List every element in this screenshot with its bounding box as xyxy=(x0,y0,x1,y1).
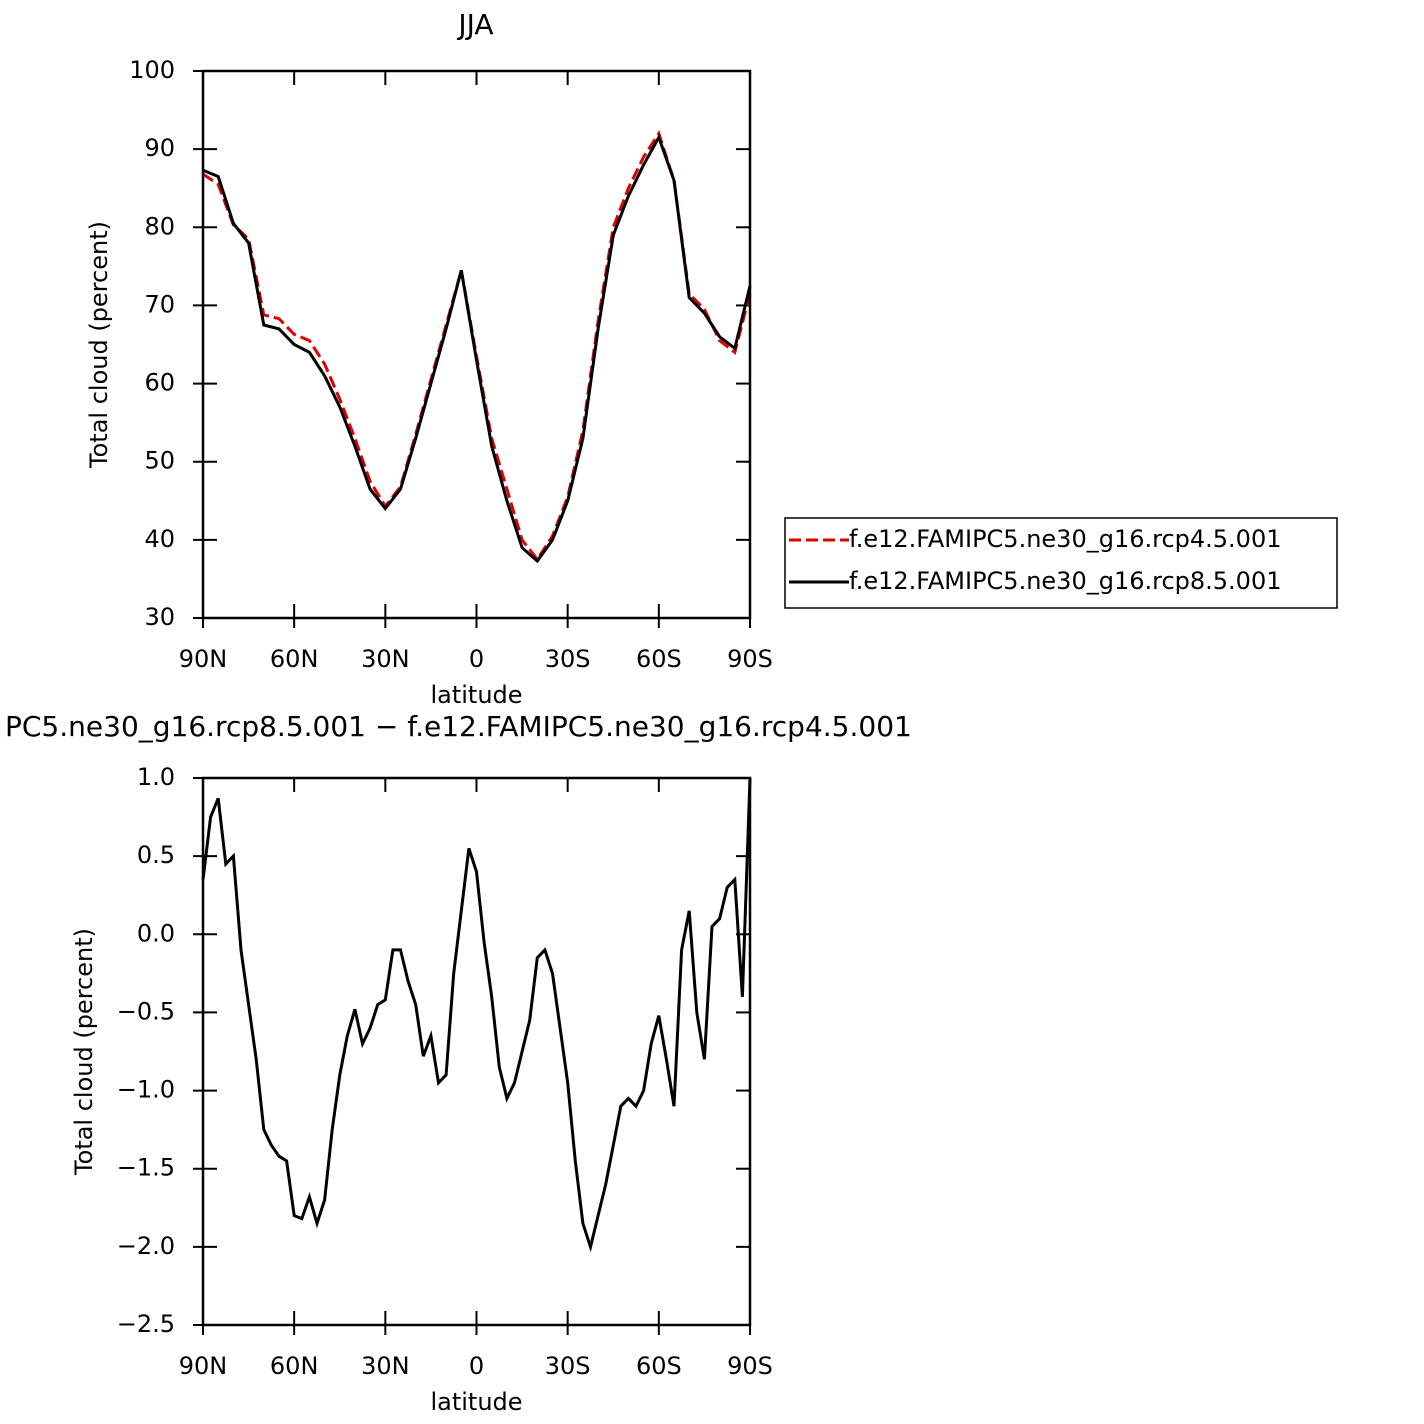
x-tick-label: 90S xyxy=(727,1352,773,1380)
y-tick-label: 50 xyxy=(144,447,175,475)
y-axis-label: Total cloud (percent) xyxy=(70,928,98,1176)
y-tick-label: −1.0 xyxy=(117,1076,175,1104)
x-tick-label: 30S xyxy=(545,645,591,673)
chart-title: JJA xyxy=(456,8,493,41)
y-tick-label: 0.5 xyxy=(137,841,175,869)
y-tick-label: 90 xyxy=(144,134,175,162)
y-axis-label: Total cloud (percent) xyxy=(85,221,113,469)
x-tick-label: 30S xyxy=(545,1352,591,1380)
y-tick-label: −1.5 xyxy=(117,1154,175,1182)
plot-frame xyxy=(201,776,752,1327)
legend-label: f.e12.FAMIPC5.ne30_g16.rcp8.5.001 xyxy=(849,567,1282,595)
y-tick-label: −2.5 xyxy=(117,1310,175,1338)
x-tick-label: 60S xyxy=(636,645,682,673)
y-tick-label: 1.0 xyxy=(137,763,175,791)
legend-box xyxy=(784,517,1338,609)
x-tick-label: 60N xyxy=(270,645,319,673)
y-tick-label: 100 xyxy=(129,56,175,84)
x-tick-label: 30N xyxy=(361,1352,410,1380)
y-tick-label: 60 xyxy=(144,369,175,397)
x-tick-label: 60N xyxy=(270,1352,319,1380)
x-tick-label: 90N xyxy=(179,645,228,673)
y-tick-label: 0.0 xyxy=(137,919,175,947)
x-tick-label: 30N xyxy=(361,645,410,673)
y-tick-label: −0.5 xyxy=(117,997,175,1025)
data-line xyxy=(201,777,752,1253)
x-tick-label: 0 xyxy=(469,645,484,673)
x-axis-label: latitude xyxy=(430,1388,522,1416)
x-tick-label: 60S xyxy=(636,1352,682,1380)
x-tick-label: 90S xyxy=(727,645,773,673)
y-tick-label: 40 xyxy=(144,525,175,553)
chart-title: PC5.ne30_g16.rcp8.5.001 − f.e12.FAMIPC5.… xyxy=(5,710,912,743)
y-tick-label: −2.0 xyxy=(117,1232,175,1260)
x-tick-label: 90N xyxy=(179,1352,228,1380)
x-tick-label: 0 xyxy=(469,1352,484,1380)
plot-frame xyxy=(201,69,752,620)
data-line xyxy=(202,130,752,562)
x-axis-label: latitude xyxy=(430,681,522,709)
data-line xyxy=(202,133,752,564)
y-tick-label: 80 xyxy=(144,212,175,240)
legend-label: f.e12.FAMIPC5.ne30_g16.rcp4.5.001 xyxy=(849,525,1282,553)
y-tick-label: 30 xyxy=(144,603,175,631)
y-tick-label: 70 xyxy=(144,290,175,318)
